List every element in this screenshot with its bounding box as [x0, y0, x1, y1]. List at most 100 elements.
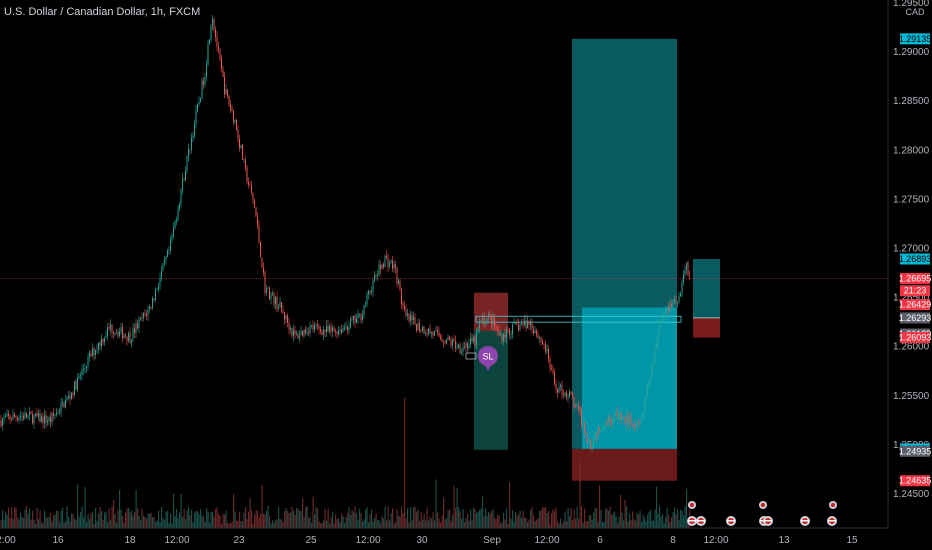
volume-bar [429, 516, 431, 528]
volume-bar [17, 517, 19, 528]
volume-bar [540, 510, 542, 528]
economic-event-icon[interactable] [800, 516, 810, 526]
volume-bar [62, 507, 64, 528]
volume-bar [552, 509, 554, 528]
candle-body [591, 446, 593, 449]
candle-body [267, 287, 269, 289]
volume-bar [30, 519, 32, 528]
volume-bar [23, 518, 25, 528]
candle-body [494, 317, 495, 327]
volume-bar [276, 519, 278, 528]
candle-body [495, 326, 497, 329]
candle-body [180, 190, 182, 204]
candle-body [347, 327, 348, 331]
volume-bar [36, 507, 38, 528]
volume-bar [593, 512, 595, 528]
volume-bar [564, 511, 566, 528]
candle-body [275, 296, 276, 305]
volume-bar [581, 506, 583, 528]
candle-body [456, 347, 458, 349]
candle-body [314, 324, 315, 330]
volume-bar [273, 522, 275, 528]
volume-bar [87, 514, 89, 528]
event-flag-icon[interactable] [829, 501, 837, 509]
candle-body [672, 299, 674, 308]
volume-bar [573, 509, 575, 528]
volume-bar [561, 523, 563, 528]
time-tick-label: 23 [233, 535, 245, 546]
volume-bar [446, 517, 448, 528]
candle-body [533, 328, 534, 334]
candle-body [452, 339, 453, 346]
volume-bar [188, 506, 190, 528]
volume-bar [444, 519, 446, 528]
candle-body [261, 257, 263, 268]
economic-event-icon[interactable] [696, 516, 706, 526]
volume-bar [27, 513, 29, 528]
candle-body [255, 207, 257, 217]
volume-bar [338, 518, 340, 528]
price-tick-label: 1.26000 [893, 342, 930, 353]
candle-body [342, 328, 344, 333]
position-tool-2[interactable] [572, 38, 677, 481]
volume-bar [323, 520, 325, 528]
volume-bar [407, 507, 409, 528]
candle-body [410, 315, 411, 321]
stop-zone [572, 448, 677, 481]
economic-event-icon[interactable] [827, 516, 837, 526]
volume-bar [21, 516, 23, 528]
candle-body [552, 370, 554, 373]
volume-bar [570, 507, 572, 528]
economic-event-icon[interactable] [687, 516, 697, 526]
candle-body [353, 315, 354, 320]
candle-body [51, 412, 53, 422]
candle-body [575, 405, 576, 407]
volume-bar [666, 508, 668, 528]
candle-body [129, 332, 131, 343]
candle-body [84, 368, 86, 370]
volume-bar [560, 518, 562, 528]
candle-body [597, 427, 599, 438]
position-tool-3[interactable] [693, 259, 720, 338]
volume-bar [408, 522, 410, 528]
candle-body [144, 313, 146, 315]
event-flag-icon[interactable] [759, 501, 767, 509]
volume-bar [473, 507, 475, 528]
candle-body [551, 368, 552, 371]
candle-body [297, 333, 299, 339]
candle-body [432, 332, 434, 336]
volume-bar [551, 513, 553, 528]
volume-bar [284, 510, 286, 528]
candle-body [678, 295, 680, 303]
candle-body [590, 440, 591, 449]
candle-body [518, 324, 519, 331]
candle-body [684, 269, 686, 276]
volume-bar [362, 521, 364, 528]
volume-bar [585, 520, 587, 528]
volume-bar [402, 513, 404, 528]
volume-bar [620, 494, 622, 528]
volume-bar [0, 520, 2, 528]
time-axis[interactable]: 2:00 16 18 12:00 23 25 12:00 30 Sep 12:00 6 8 12:00 1… [0, 527, 888, 546]
volume-bar [371, 509, 373, 528]
candle-body [66, 397, 68, 401]
candle-body [306, 332, 308, 334]
symbol-title[interactable]: U.S. Dollar / Canadian Dollar, 1h, FXCM [4, 6, 201, 18]
economic-event-icon[interactable] [726, 516, 736, 526]
volume-bar [156, 520, 158, 528]
volume-bar [282, 521, 284, 528]
candle-body [90, 353, 92, 356]
candle-body [59, 411, 60, 413]
volume-bar [51, 521, 53, 528]
candle-body [161, 270, 162, 279]
candle-body [234, 120, 236, 122]
event-flag-icon[interactable] [688, 501, 696, 509]
candle-body [209, 39, 210, 45]
sl-marker[interactable]: SL [478, 346, 498, 371]
candle-body [524, 320, 525, 325]
volume-bar [312, 496, 314, 528]
economic-event-icon[interactable] [763, 516, 773, 526]
volume-bar [420, 511, 422, 528]
candle-body [36, 413, 38, 417]
